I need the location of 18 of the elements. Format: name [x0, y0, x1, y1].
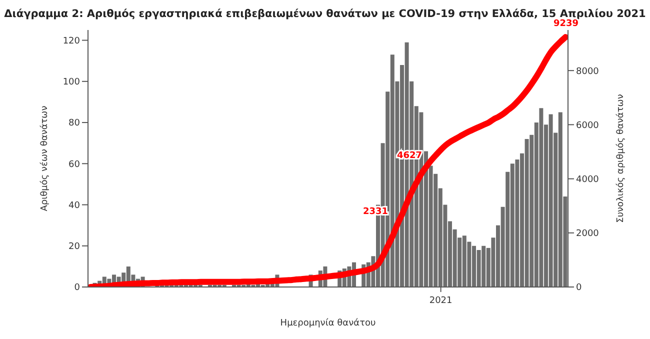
- y2-tick-label: 4000: [576, 174, 600, 185]
- y-tick-label: 40: [68, 200, 80, 211]
- y-tick-label: 100: [62, 78, 80, 88]
- y-tick-label: 60: [68, 160, 80, 170]
- y-tick-label: 20: [68, 242, 80, 252]
- y-axis-title: Αριθμός νέων θανάτων: [39, 106, 50, 212]
- chart-title: Διάγραμμα 2: Αριθμός εργαστηριακά επιβεβαιωμένων θανάτων με COVID-19 στην Ελλάδα, 15 Απριλίου 2021: [4, 8, 646, 20]
- y-tick-label: 80: [68, 118, 80, 129]
- y-tick-label: 120: [62, 36, 80, 46]
- y2-axis-title: Συνολικός αριθμός θανάτων: [615, 94, 626, 223]
- x-tick-label: 2021: [429, 296, 452, 306]
- y-tick-label: 0: [74, 283, 80, 294]
- text: 9239: [553, 19, 579, 29]
- x-axis-title: Ημερομηνία θανάτου: [280, 317, 376, 328]
- y2-tick-label: 6000: [576, 120, 600, 131]
- y2-tick-label: 8000: [576, 66, 600, 77]
- y2-tick-label: 0: [576, 283, 582, 294]
- y2-tick-label: 2000: [576, 229, 600, 240]
